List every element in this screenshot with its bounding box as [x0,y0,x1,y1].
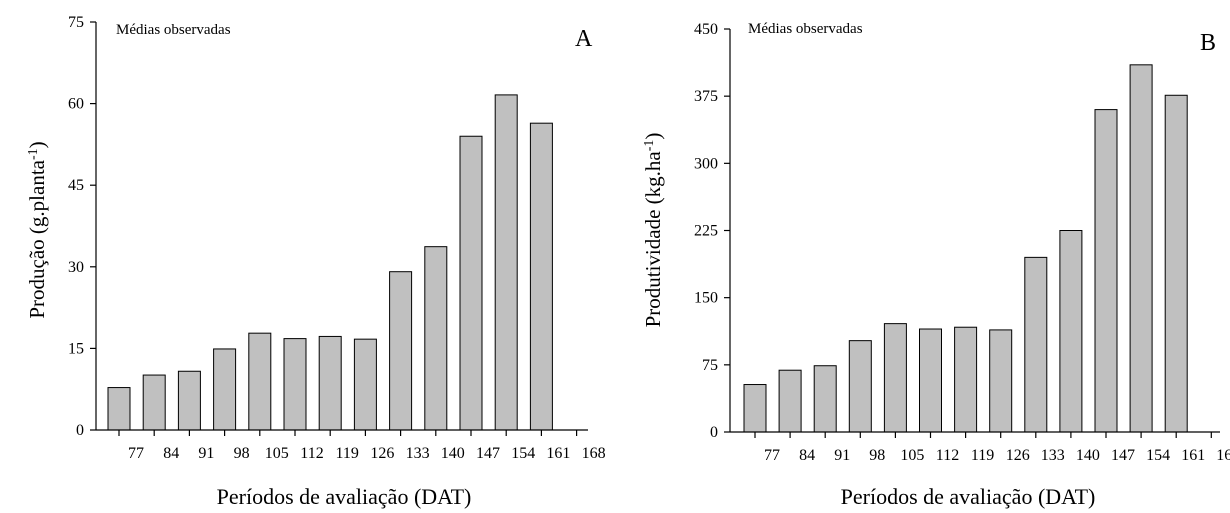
bar-series-a [107,94,553,431]
y-tick-label-b-0: 0 [710,424,718,441]
y-tick-label-b-150: 150 [694,290,718,307]
bar-b-98 [848,340,872,433]
bar-a-91 [177,370,201,431]
x-tick-label-b-84: 84 [799,447,815,464]
x-tick-label-a-147: 147 [476,445,500,462]
axes-a [90,21,588,436]
y-axis-label-b-end: ) [641,133,665,140]
x-tick-label-b-154: 154 [1146,447,1170,464]
y-axis-label-a-main: Produção (g.planta [25,159,49,318]
bar-b-161 [1164,94,1188,433]
y-tick-label-a-45: 45 [68,177,84,194]
x-tick-label-b-98: 98 [869,447,885,464]
x-tick-label-b-119: 119 [971,447,994,464]
x-tick-label-a-112: 112 [300,445,323,462]
bar-b-91 [813,365,837,433]
bar-b-112 [919,328,942,433]
x-tick-label-b-126: 126 [1006,447,1030,464]
bar-a-154 [494,94,518,431]
x-tick-label-a-168: 168 [582,445,606,462]
bar-a-98 [213,348,237,431]
y-tick-labels-b: 0 75 150 225 300 375 450 [694,21,718,441]
y-axis-label-a-end: ) [25,141,49,148]
bar-series-b [743,64,1188,433]
bar-a-77 [107,387,131,431]
y-tick-label-b-450: 450 [694,21,718,38]
y-tick-label-a-15: 15 [68,340,84,357]
axes-b [724,28,1220,438]
bar-b-154 [1129,64,1153,433]
x-tick-label-b-77: 77 [764,447,780,464]
bar-b-119 [954,326,978,433]
bar-b-84 [778,369,802,433]
bar-b-126 [989,329,1013,433]
bar-b-147 [1094,109,1118,433]
x-tick-label-b-161: 161 [1181,447,1205,464]
bar-a-84 [142,374,166,431]
bar-a-112 [283,338,307,431]
x-tick-label-a-84: 84 [163,445,179,462]
bar-b-77 [743,384,767,433]
x-tick-label-a-161: 161 [546,445,570,462]
bar-a-140 [424,246,448,431]
x-axis-label-b: Períodos de avaliação (DAT) [841,484,1096,509]
x-axis-label-a: Períodos de avaliação (DAT) [217,484,472,509]
y-tick-labels-a: 0 15 30 45 60 75 [68,14,84,439]
x-tick-label-a-105: 105 [265,445,289,462]
bar-a-147 [459,135,483,431]
y-tick-label-b-375: 375 [694,88,718,105]
chart-panel-b: 0 75 150 225 300 375 450 77 84 91 98 105 112 119 126 1… [641,21,1230,509]
panel-label-a: A [575,26,593,52]
y-axis-label-b-sup: -1 [642,140,657,152]
x-tick-label-b-140: 140 [1076,447,1100,464]
x-tick-label-a-126: 126 [370,445,394,462]
y-axis-label-a-sup: -1 [26,148,41,160]
chart-panel-a: 0 15 30 45 60 75 77 84 91 98 105 112 119 126 133 140 14… [25,14,606,509]
y-tick-label-b-300: 300 [694,155,718,172]
x-tick-label-b-105: 105 [900,447,924,464]
bar-b-133 [1024,256,1048,433]
x-tick-labels-a: 77 84 91 98 105 112 119 126 133 140 147 154 161 168 [128,445,606,462]
bar-a-126 [353,338,377,431]
y-axis-label-b: Produtividade (kg.ha-1) [641,133,665,328]
y-tick-label-b-225: 225 [694,223,718,240]
x-tick-labels-b: 77 84 91 98 105 112 119 126 133 140 147 154 161 168 [764,447,1230,464]
y-tick-label-b-75: 75 [702,357,718,374]
y-tick-label-a-0: 0 [76,422,84,439]
bar-a-105 [248,332,272,431]
x-tick-label-a-77: 77 [128,445,144,462]
x-tick-label-a-98: 98 [234,445,250,462]
bar-a-161 [529,122,553,431]
x-tick-label-a-91: 91 [198,445,214,462]
y-axis-label-a: Produção (g.planta-1) [25,141,49,318]
x-tick-label-a-133: 133 [406,445,430,462]
bar-b-140 [1059,230,1083,433]
x-tick-label-b-91: 91 [834,447,850,464]
bar-a-119 [318,335,342,431]
y-axis-label-b-main: Produtividade (kg.ha [641,151,665,328]
x-tick-label-b-168: 168 [1216,447,1230,464]
annotation-b: Médias observadas [748,21,863,37]
x-tick-label-b-147: 147 [1111,447,1135,464]
x-tick-label-a-154: 154 [511,445,535,462]
x-tick-label-b-112: 112 [936,447,959,464]
y-tick-label-a-75: 75 [68,14,84,31]
x-tick-label-a-140: 140 [441,445,465,462]
annotation-a: Médias observadas [116,22,231,38]
x-tick-label-b-133: 133 [1041,447,1065,464]
bar-a-133 [389,271,413,431]
x-tick-label-a-119: 119 [335,445,358,462]
y-tick-label-a-60: 60 [68,96,84,113]
y-tick-label-a-30: 30 [68,259,84,276]
bar-b-105 [883,323,907,433]
panel-label-b: B [1200,30,1216,56]
